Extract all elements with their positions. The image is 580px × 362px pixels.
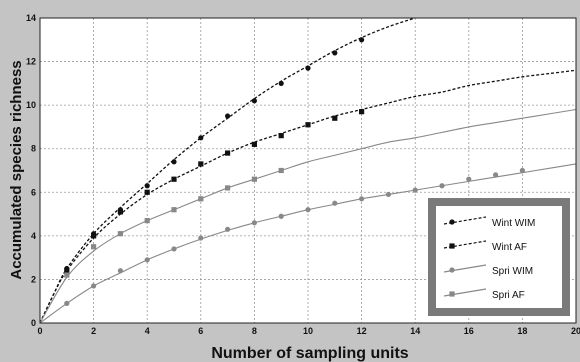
data-point — [225, 185, 231, 191]
data-point — [91, 233, 97, 239]
data-point — [519, 167, 526, 174]
x-tick-label: 14 — [410, 326, 420, 336]
data-point — [305, 122, 311, 128]
data-point — [251, 98, 257, 104]
data-point — [278, 133, 284, 139]
data-point — [385, 191, 391, 198]
data-point — [439, 183, 445, 189]
data-point — [359, 37, 365, 43]
y-tick-label: 10 — [26, 100, 36, 110]
x-tick-label: 2 — [91, 326, 96, 336]
data-point — [466, 176, 472, 182]
y-tick-label: 12 — [26, 57, 36, 67]
data-point — [171, 207, 177, 213]
data-point — [359, 196, 365, 202]
data-point — [64, 272, 70, 278]
data-point — [117, 268, 123, 274]
legend-item: Spri AF — [443, 288, 525, 301]
data-point — [171, 159, 177, 165]
data-point — [198, 161, 204, 167]
legend-swatch-marker — [449, 243, 455, 249]
x-axis-title: Number of sampling units — [211, 345, 408, 362]
data-point — [225, 150, 231, 156]
data-point — [117, 231, 123, 237]
data-point — [278, 213, 284, 219]
data-point — [64, 300, 70, 306]
data-point — [412, 187, 418, 193]
series-spri-af — [40, 108, 576, 323]
data-point — [171, 246, 177, 252]
data-point — [251, 220, 257, 226]
y-tick-label: 8 — [31, 144, 36, 154]
legend-box — [436, 206, 562, 308]
data-point — [144, 257, 150, 263]
plot-frame — [39, 17, 577, 324]
series-line — [40, 69, 576, 323]
data-point — [117, 209, 123, 215]
data-point — [359, 109, 365, 115]
series-line — [40, 18, 416, 323]
y-axis-title: Accumulated species richness — [8, 60, 25, 279]
data-point — [332, 115, 338, 121]
series-line — [40, 108, 576, 323]
data-point — [305, 207, 311, 213]
data-point — [144, 189, 150, 195]
x-tick-label: 10 — [303, 326, 313, 336]
tick-labels: 0 2 4 6 8 10 12 14 16 18 20 0 2 4 6 8 10 12 14 — [26, 13, 580, 336]
legend-item: Wint AF — [443, 240, 527, 253]
data-point — [278, 167, 284, 174]
data-point — [91, 244, 97, 250]
data-point — [225, 226, 231, 232]
legend-label: Spri WIM — [492, 266, 533, 277]
data-point — [144, 183, 150, 189]
data-point — [278, 80, 284, 86]
legend-label: Wint AF — [492, 242, 527, 253]
legend-swatch-marker — [449, 219, 455, 225]
x-tick-label: 8 — [252, 326, 257, 336]
y-tick-label: 2 — [31, 274, 36, 284]
legend-label: Spri AF — [492, 290, 525, 301]
data-point — [91, 283, 97, 289]
y-tick-label: 14 — [26, 13, 36, 23]
x-tick-label: 16 — [464, 326, 474, 336]
y-tick-label: 6 — [31, 187, 36, 197]
legend-swatch-marker — [449, 291, 455, 297]
legend: Wint WIM Wint AF Spri WIM Spri AF — [428, 198, 570, 316]
y-tick-label: 4 — [31, 231, 36, 241]
data-point — [144, 218, 150, 224]
data-point — [171, 176, 177, 182]
x-tick-label: 12 — [357, 326, 367, 336]
legend-label: Wint WIM — [492, 218, 535, 229]
data-point — [332, 50, 338, 56]
data-point — [493, 172, 499, 178]
legend-swatch-marker — [449, 267, 455, 273]
data-point — [251, 141, 257, 147]
data-point — [225, 113, 231, 119]
legend-item: Wint WIM — [443, 216, 535, 229]
data-point — [251, 176, 257, 182]
data-point — [305, 65, 311, 71]
series-wint-af — [40, 69, 576, 323]
data-point — [198, 135, 204, 141]
data-point — [198, 235, 204, 241]
y-tick-label: 0 — [31, 318, 36, 328]
data-point — [198, 196, 204, 202]
legend-item: Spri WIM — [443, 264, 533, 277]
data-point — [64, 268, 70, 274]
x-tick-label: 4 — [145, 326, 150, 336]
x-tick-label: 0 — [37, 326, 42, 336]
series-spri-wim — [40, 163, 576, 323]
x-tick-label: 6 — [198, 326, 203, 336]
x-tick-label: 18 — [517, 326, 527, 336]
x-tick-label: 20 — [571, 326, 580, 336]
data-point — [332, 200, 338, 206]
series-layer — [40, 18, 576, 323]
